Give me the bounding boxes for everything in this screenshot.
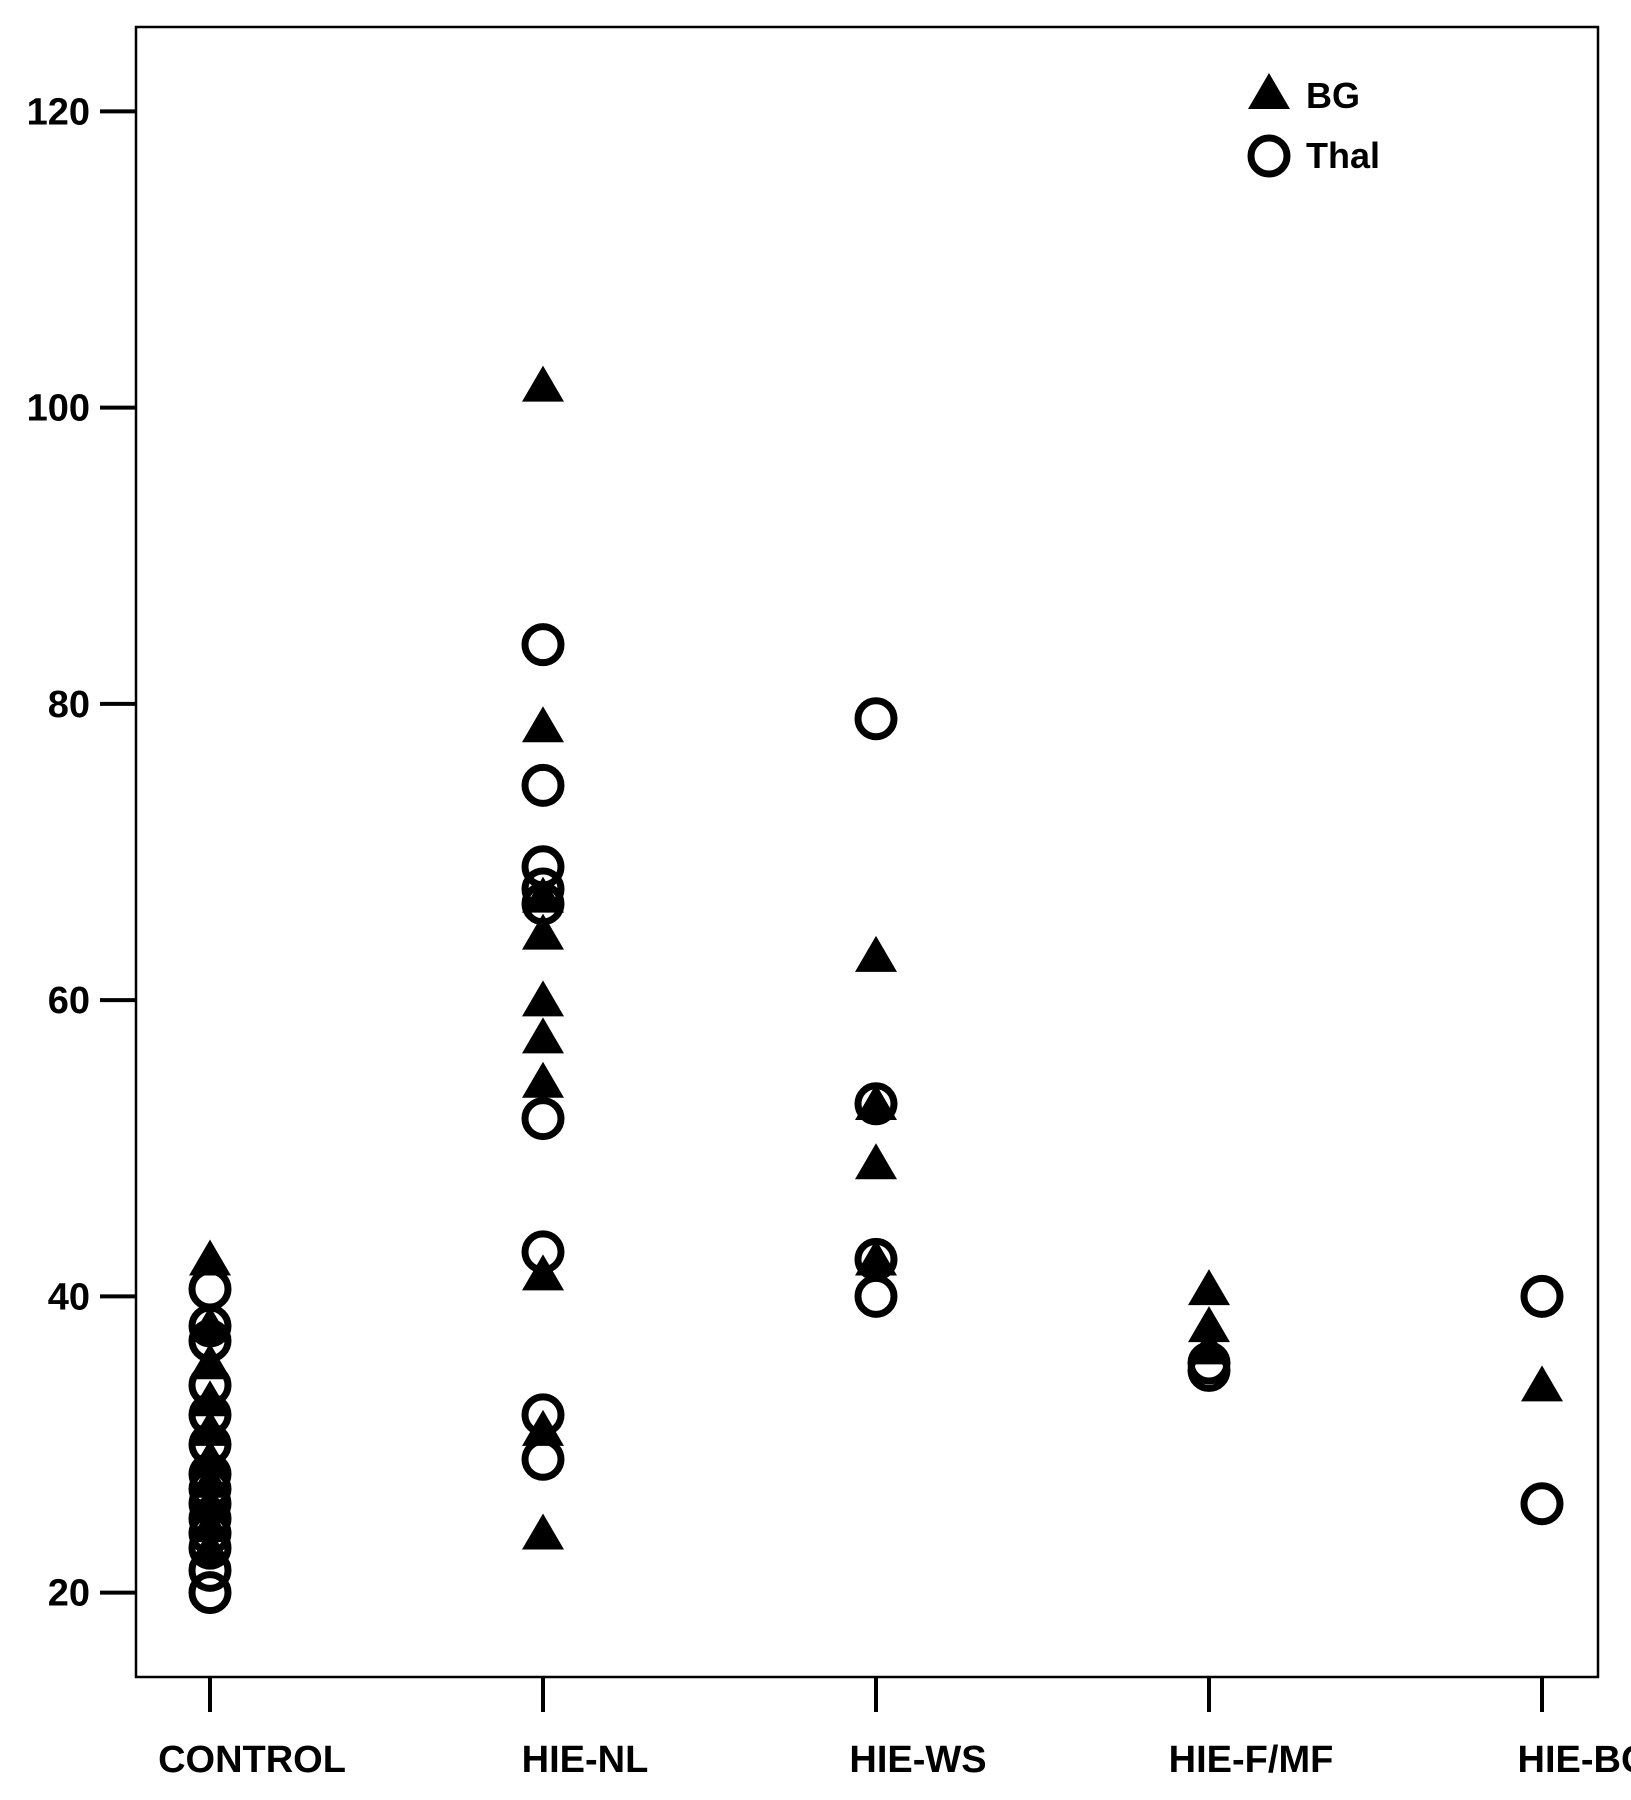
data-point-thal [521, 623, 565, 667]
legend-thal-circle-icon [1247, 134, 1291, 178]
y-tick-label: 80 [48, 684, 90, 726]
data-point-bg [522, 1061, 564, 1098]
data-point-bg [1188, 1306, 1230, 1343]
data-point-thal [521, 763, 565, 807]
data-point-thal [521, 1437, 565, 1481]
data-point-bg [522, 980, 564, 1017]
x-tick-label: HIE-WS [849, 1739, 986, 1781]
data-point-bg [189, 1483, 231, 1520]
x-tick-label: CONTROL [158, 1739, 346, 1781]
data-point-thal [854, 697, 898, 741]
data-marks [188, 365, 1564, 1615]
plot-frame [134, 25, 1600, 1679]
data-point-bg [1521, 1365, 1563, 1402]
data-point-bg [855, 935, 897, 972]
x-tick-label: HIE-F/MF [1169, 1739, 1334, 1781]
data-point-bg [1188, 1328, 1230, 1365]
y-tick-label: 120 [27, 91, 90, 133]
data-point-thal [188, 1571, 232, 1615]
y-tick-label: 20 [48, 1573, 90, 1615]
data-point-thal [521, 1097, 565, 1141]
data-point-bg [522, 1409, 564, 1446]
data-point-bg [189, 1343, 231, 1380]
data-point-bg [189, 1409, 231, 1446]
data-point-bg [189, 1239, 231, 1276]
data-point-bg [855, 1239, 897, 1276]
data-point-bg [855, 1143, 897, 1180]
data-point-bg [522, 1254, 564, 1291]
legend: BG Thal [1247, 73, 1380, 178]
data-point-bg [189, 1306, 231, 1343]
data-point-bg [1188, 1269, 1230, 1306]
y-tick-label: 100 [27, 388, 90, 430]
data-point-thal [1520, 1482, 1564, 1526]
data-point-bg [189, 1380, 231, 1417]
data-point-bg [522, 1513, 564, 1550]
data-point-thal [1520, 1274, 1564, 1318]
data-point-thal [188, 1267, 232, 1311]
x-axis: CONTROL HIE-NL HIE-WS HIE-F/MF HIE-BG [158, 1677, 1631, 1781]
data-point-bg [189, 1506, 231, 1543]
data-point-bg [855, 1083, 897, 1120]
legend-bg-triangle-icon [1248, 73, 1290, 109]
data-point-bg [189, 1439, 231, 1476]
data-point-bg [522, 913, 564, 950]
data-point-bg [522, 1017, 564, 1054]
data-point-bg [522, 365, 564, 402]
legend-label-thal: Thal [1306, 135, 1380, 176]
data-point-bg [189, 1461, 231, 1498]
y-axis: 20 40 60 80 100 120 [27, 91, 136, 1615]
x-tick-label: HIE-NL [522, 1739, 649, 1781]
data-point-bg [522, 876, 564, 913]
y-tick-label: 60 [48, 980, 90, 1022]
legend-label-bg: BG [1306, 75, 1360, 116]
data-point-thal [854, 1274, 898, 1318]
y-tick-label: 40 [48, 1276, 90, 1318]
x-tick-label: HIE-BG [1518, 1739, 1631, 1781]
data-point-bg [189, 1528, 231, 1565]
data-point-bg [522, 706, 564, 743]
